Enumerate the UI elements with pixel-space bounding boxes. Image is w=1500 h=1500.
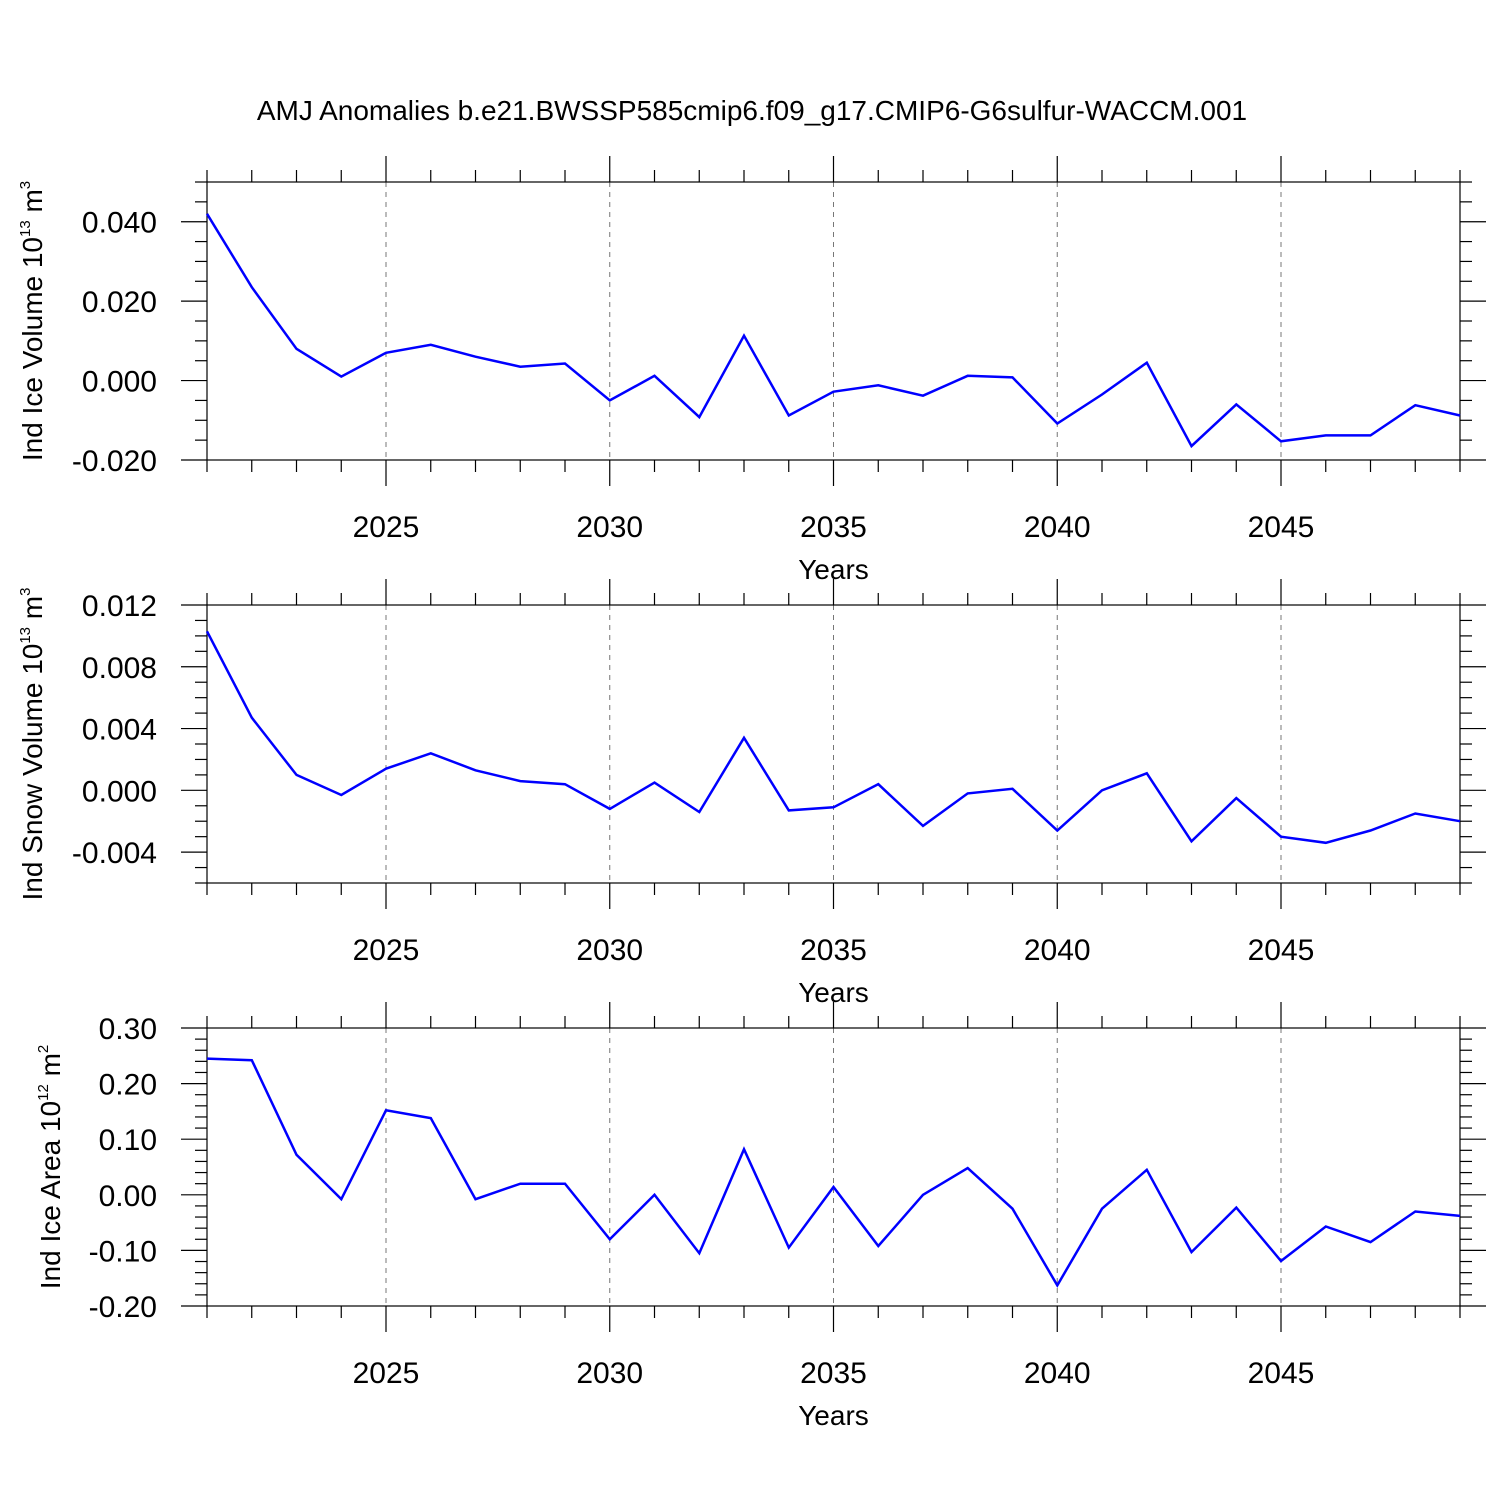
y-axis-title-unit-exponent: 3 (17, 588, 34, 596)
x-tick-label: 2040 (1024, 934, 1091, 967)
y-axis-title: Ind Ice Volume 1013 m3 (17, 181, 48, 461)
y-tick-label: 0.008 (82, 652, 157, 685)
panel-3: 2025 2030 2035 2040 2045 Years -0.20 -0.10 0.00 0… (35, 1002, 1486, 1431)
x-tick-label: 2030 (576, 1357, 643, 1390)
y-axis-title-exponent: 12 (35, 1084, 52, 1101)
x-tick-label: 2035 (800, 934, 867, 967)
y-axis-title: Ind Ice Area 1012 m2 (35, 1045, 66, 1290)
y-tick-label: -0.004 (72, 837, 157, 870)
y-tick-label: 0.000 (82, 775, 157, 808)
x-tick-label: 2025 (353, 934, 420, 967)
y-tick-label: -0.20 (89, 1291, 157, 1324)
y-axis-title-main: Ind Ice Area 10 (35, 1101, 66, 1289)
y-axis-title-main: Ind Snow Volume 10 (17, 644, 48, 901)
x-tick-label: 2035 (800, 511, 867, 544)
y-axis-title: Ind Snow Volume 1013 m3 (17, 588, 48, 901)
y-axis-title-unit: m (17, 596, 48, 627)
x-tick-label: 2045 (1248, 934, 1315, 967)
y-axis-title-unit-exponent: 2 (35, 1045, 52, 1053)
x-tick-label: 2045 (1248, 511, 1315, 544)
x-tick-label: 2030 (576, 511, 643, 544)
y-axis-title-main: Ind Ice Volume 10 (17, 237, 48, 461)
y-tick-label: 0.00 (99, 1180, 157, 1213)
y-tick-label: 0.020 (82, 286, 157, 319)
series-line (205, 213, 1461, 449)
series-line (205, 630, 1461, 845)
panel-2: 2025 2030 2035 2040 2045Years-0.0040.0000.00… (17, 579, 1486, 1008)
x-tick-label: 2040 (1024, 511, 1091, 544)
panels: 2025 2030 2035 2040 2045 Years -0.020 0.000 0.02… (17, 156, 1486, 1431)
x-tick-label: 2045 (1248, 1357, 1315, 1390)
series-line (206, 1057, 1461, 1288)
chart-title: AMJ Anomalies b.e21.BWSSP585cmip6.f09_g1… (257, 95, 1247, 126)
y-tick-label: 0.30 (99, 1013, 157, 1046)
y-axis-title-exponent: 13 (17, 220, 34, 237)
y-tick-label: 0.004 (82, 714, 157, 747)
y-tick-label: -0.10 (89, 1235, 157, 1268)
y-axis-title-unit-exponent: 3 (17, 181, 34, 189)
y-axis-title-exponent: 13 (17, 627, 34, 644)
x-tick-label: 2025 (353, 1357, 420, 1390)
x-tick-label: 2030 (576, 934, 643, 967)
y-tick-label: 0.10 (99, 1124, 157, 1157)
panel-1: 2025 2030 2035 2040 2045Years-0.0200.0000.02… (17, 156, 1486, 585)
x-tick-label: 2025 (353, 511, 420, 544)
y-tick-label: 0.20 (99, 1069, 157, 1102)
y-axis-title-unit: m (17, 189, 48, 220)
y-tick-label: 0.040 (82, 207, 157, 240)
y-tick-label: 0.012 (82, 590, 157, 623)
y-axis-title-unit: m (35, 1053, 66, 1084)
y-tick-label: 0.000 (82, 366, 157, 399)
x-tick-label: 2040 (1024, 1357, 1091, 1390)
x-tick-label: 2035 (800, 1357, 867, 1390)
y-tick-label: -0.020 (72, 445, 157, 478)
x-axis-title: Years (798, 1400, 869, 1431)
